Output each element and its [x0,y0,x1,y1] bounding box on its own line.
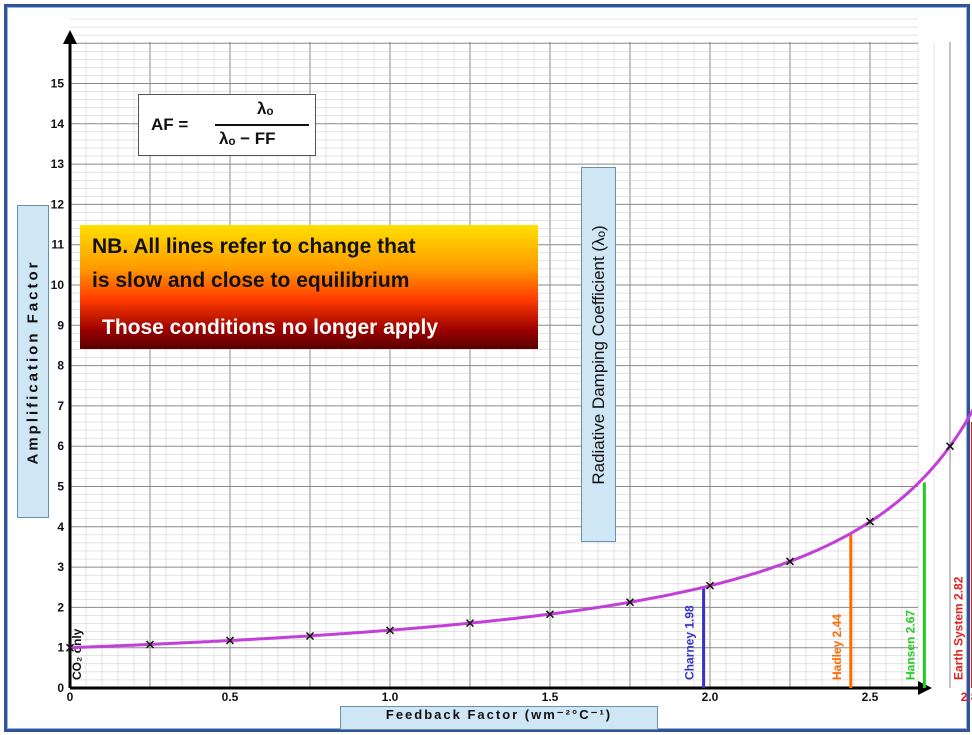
y-tick-label: 3 [57,560,64,574]
x-tick-label: 2.82 [961,690,972,704]
formula-denominator: λₒ − FF [219,129,276,148]
y-axis-title-box: Amplification Factor [17,205,49,518]
x-axis-title-box: Feedback Factor (wm⁻²°C⁻¹) [340,706,658,730]
data-point-marker [705,581,715,590]
y-tick-label: 7 [57,399,64,413]
data-point-marker [625,598,635,607]
note-line-2: is slow and close to equilibrium [92,269,410,292]
formula-box: AF = λₒ λₒ − FF [138,94,316,156]
chart-axes [63,30,932,695]
y-tick-label: 13 [51,157,65,171]
y-tick-label: 0 [57,681,64,695]
reference-line-label: CO₂ only [70,628,84,680]
data-point-marker [545,610,555,619]
x-tick-label: 0 [67,690,74,704]
data-point-marker [145,640,155,649]
formula-fraction-bar [215,124,309,126]
data-point-marker [225,636,235,645]
note-line-1: NB. All lines refer to change that [92,235,416,258]
data-point-marker [305,631,315,641]
data-point-marker [945,442,955,451]
series-curve [65,408,972,652]
x-tick-label: 0.5 [222,690,239,704]
y-tick-label: 14 [51,117,65,131]
formula-lhs: AF = [151,115,189,134]
x-tick-label: 2.5 [862,690,879,704]
reference-line-label: Charney 1.98 [683,605,697,680]
note-box: NB. All lines refer to change that is sl… [80,225,538,349]
reference-line-label: Hansen 2.67 [903,610,917,680]
y-axis-arrow [63,30,77,44]
chart-grid [69,18,967,689]
y-tick-label: 2 [57,600,64,614]
reference-lines: CO₂ only Charney 1.98 Hadley 2.44 Hansen 2.… [70,422,972,688]
reference-line-label: Earth System 2.82 [951,576,965,680]
y-tick-label: 1 [57,641,64,655]
y-axis-title: Amplification Factor [24,258,42,465]
amplification-curve [69,408,972,650]
y-tick-label: 5 [57,480,64,494]
x-axis-title: Feedback Factor (wm⁻²°C⁻¹) [385,707,613,722]
y-tick-label: 6 [57,439,64,453]
y-tick-label: 15 [51,77,65,91]
y-tick-label: 4 [57,520,64,534]
x-tick-label: 2.0 [702,690,719,704]
asymptote-label: Radiative Damping Coefficient (λₒ) [588,224,608,485]
formula-numerator: λₒ [257,99,274,118]
y-tick-label: 11 [51,238,64,252]
note-line-3: Those conditions no longer apply [102,316,439,339]
y-tick-label: 8 [57,359,64,373]
data-point-marker [865,517,875,526]
y-tick-label: 10 [51,278,65,292]
y-tick-label: 12 [51,197,65,211]
data-point-marker [385,626,395,635]
data-point-marker [785,557,795,566]
reference-line-label: Hadley 2.44 [830,614,844,680]
y-tick-label: 9 [57,318,64,332]
asymptote-label-box: Radiative Damping Coefficient (λₒ) [581,167,616,542]
data-point-marker [65,643,75,652]
x-tick-label: 1.5 [542,690,559,704]
x-tick-label: 1.0 [382,690,399,704]
data-point-marker [465,619,475,628]
